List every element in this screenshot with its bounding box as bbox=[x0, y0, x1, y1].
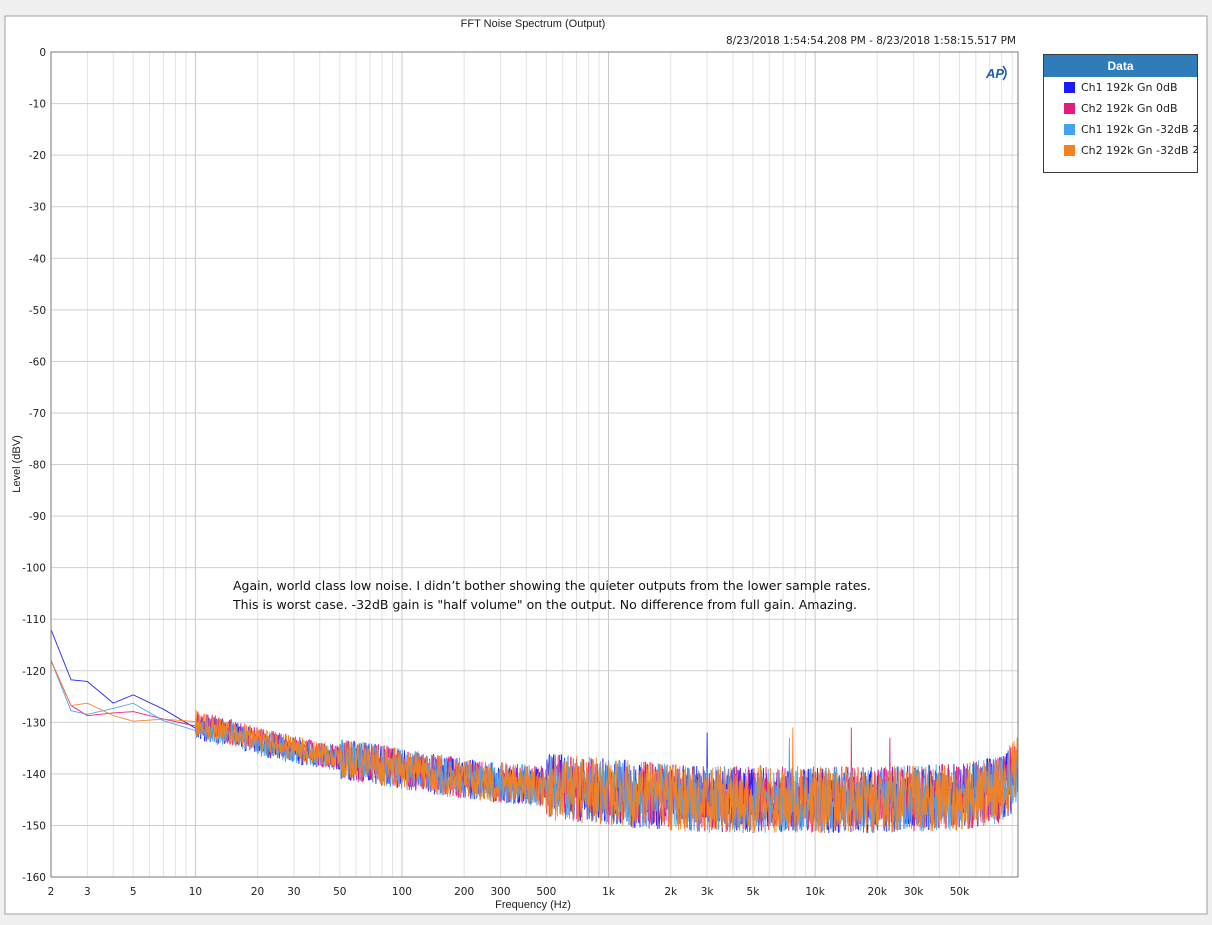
x-axis-label: Frequency (Hz) bbox=[495, 899, 571, 911]
x-tick-label: 2k bbox=[664, 886, 678, 898]
y-tick-label: -160 bbox=[22, 872, 46, 884]
x-tick-label: 100 bbox=[392, 886, 412, 898]
y-tick-label: -130 bbox=[22, 717, 46, 729]
legend-item[interactable]: Ch2 192k Gn -32dB 2 bbox=[1044, 140, 1199, 161]
legend: Data Ch1 192k Gn 0dB Ch2 192k Gn 0dB Ch1… bbox=[1043, 54, 1199, 173]
annotation-line-1: Again, world class low noise. I didn’t b… bbox=[233, 578, 871, 593]
y-tick-label: -110 bbox=[22, 614, 46, 626]
x-tick-label: 300 bbox=[490, 886, 510, 898]
legend-label: Ch1 192k Gn 0dB bbox=[1081, 81, 1178, 94]
legend-swatch bbox=[1064, 124, 1075, 135]
ap-logo-icon: AP bbox=[985, 65, 1007, 81]
y-tick-label: -10 bbox=[29, 99, 46, 111]
chart-timestamp: 8/23/2018 1:54:54.208 PM - 8/23/2018 1:5… bbox=[726, 35, 1016, 47]
annotation-line-2: This is worst case. -32dB gain is "half … bbox=[232, 597, 857, 612]
y-tick-label: -50 bbox=[29, 305, 46, 317]
y-tick-label: -120 bbox=[22, 666, 46, 678]
legend-label: Ch2 192k Gn 0dB bbox=[1081, 102, 1178, 115]
legend-suffix: 2 bbox=[1192, 124, 1199, 135]
y-axis-label: Level (dBV) bbox=[11, 435, 23, 492]
legend-suffix: 2 bbox=[1192, 145, 1199, 156]
series-layer bbox=[50, 629, 1019, 834]
x-tick-label: 3k bbox=[701, 886, 715, 898]
x-tick-label: 20 bbox=[251, 886, 264, 898]
y-tick-label: -90 bbox=[29, 511, 46, 523]
y-tick-label: -150 bbox=[22, 820, 46, 832]
y-tick-label: -140 bbox=[22, 769, 46, 781]
y-tick-label: -30 bbox=[29, 202, 46, 214]
x-tick-label: 20k bbox=[868, 886, 888, 898]
chart-title: FFT Noise Spectrum (Output) bbox=[461, 18, 606, 30]
tick-labels: 0 -10 -20 -30 -40 -50 -60 -70 -80 -90 -100 -110 -120… bbox=[22, 47, 970, 898]
y-tick-label: -100 bbox=[22, 563, 46, 575]
x-tick-label: 50 bbox=[333, 886, 346, 898]
x-tick-label: 5k bbox=[747, 886, 761, 898]
y-tick-label: -80 bbox=[29, 460, 46, 472]
legend-swatch bbox=[1064, 82, 1075, 93]
legend-title: Data bbox=[1044, 55, 1197, 77]
legend-swatch bbox=[1064, 145, 1075, 156]
legend-swatch bbox=[1064, 103, 1075, 114]
legend-label: Ch1 192k Gn -32dB bbox=[1081, 123, 1189, 136]
y-tick-label: 0 bbox=[39, 47, 46, 59]
x-tick-label: 3 bbox=[84, 886, 91, 898]
y-tick-label: -20 bbox=[29, 150, 46, 162]
y-tick-label: -70 bbox=[29, 408, 46, 420]
series-line bbox=[50, 660, 1019, 834]
x-tick-label: 10k bbox=[805, 886, 825, 898]
y-tick-label: -60 bbox=[29, 356, 46, 368]
legend-item[interactable]: Ch2 192k Gn 0dB bbox=[1044, 98, 1197, 119]
legend-label: Ch2 192k Gn -32dB bbox=[1081, 144, 1189, 157]
x-tick-label: 1k bbox=[602, 886, 616, 898]
grid-lines bbox=[50, 51, 1018, 878]
x-tick-label: 500 bbox=[536, 886, 556, 898]
x-tick-label: 30 bbox=[287, 886, 300, 898]
svg-text:AP: AP bbox=[985, 66, 1004, 81]
legend-item[interactable]: Ch1 192k Gn 0dB bbox=[1044, 77, 1197, 98]
x-tick-label: 2 bbox=[48, 886, 55, 898]
legend-item[interactable]: Ch1 192k Gn -32dB 2 bbox=[1044, 119, 1199, 140]
x-tick-label: 200 bbox=[454, 886, 474, 898]
x-tick-label: 5 bbox=[130, 886, 137, 898]
y-tick-label: -40 bbox=[29, 253, 46, 265]
x-tick-label: 50k bbox=[950, 886, 970, 898]
x-tick-label: 10 bbox=[189, 886, 202, 898]
plot-border bbox=[50, 51, 1019, 878]
x-tick-label: 30k bbox=[904, 886, 924, 898]
